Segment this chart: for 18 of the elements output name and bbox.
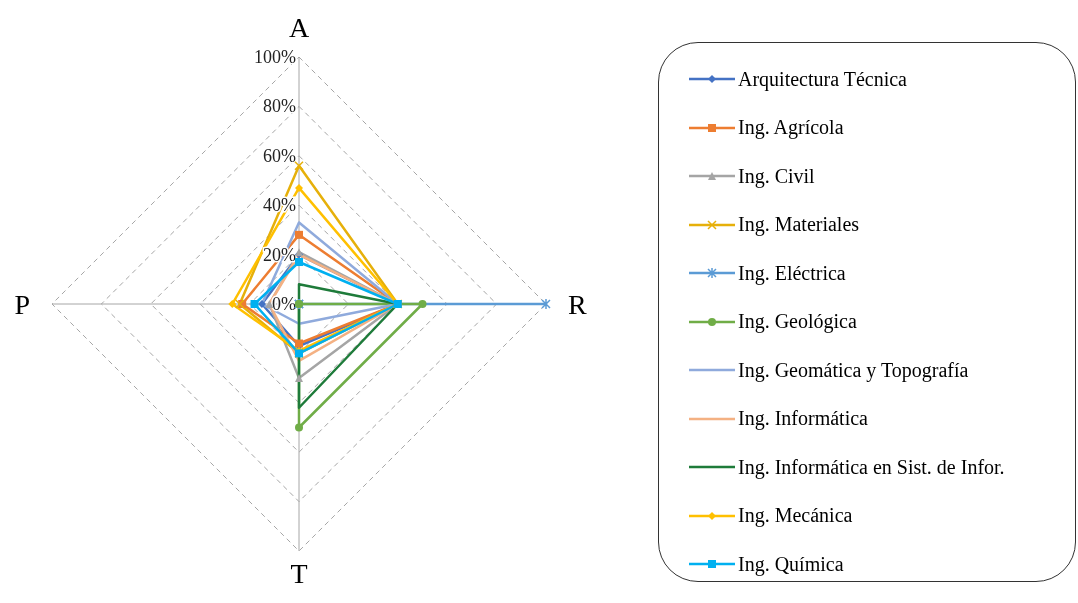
legend-label: Ing. Informática <box>738 407 868 431</box>
spoke-label: R <box>568 289 587 320</box>
spoke-label: P <box>14 289 30 320</box>
spoke-label: A <box>288 12 310 43</box>
legend-label: Ing. Química <box>738 552 844 576</box>
legend-label: Ing. Informática en Sist. de Infor. <box>738 455 1005 479</box>
legend-label: Ing. Agrícola <box>738 116 844 140</box>
legend-label: Ing. Geológica <box>738 310 857 334</box>
legend-label: Arquitectura Técnica <box>738 67 907 91</box>
legend-label: Ing. Civil <box>738 164 815 188</box>
y-tick-label: 100% <box>254 47 296 67</box>
y-tick-label: 80% <box>263 96 296 117</box>
y-tick-label: 60% <box>263 145 296 166</box>
legend-label: Ing. Geomática y Topografía <box>738 358 969 382</box>
legend-label: Ing. Mecánica <box>738 504 853 528</box>
spoke-label: T <box>290 558 308 589</box>
legend-label: Ing. Eléctrica <box>738 261 846 285</box>
legend-label: Ing. Materiales <box>738 213 860 237</box>
